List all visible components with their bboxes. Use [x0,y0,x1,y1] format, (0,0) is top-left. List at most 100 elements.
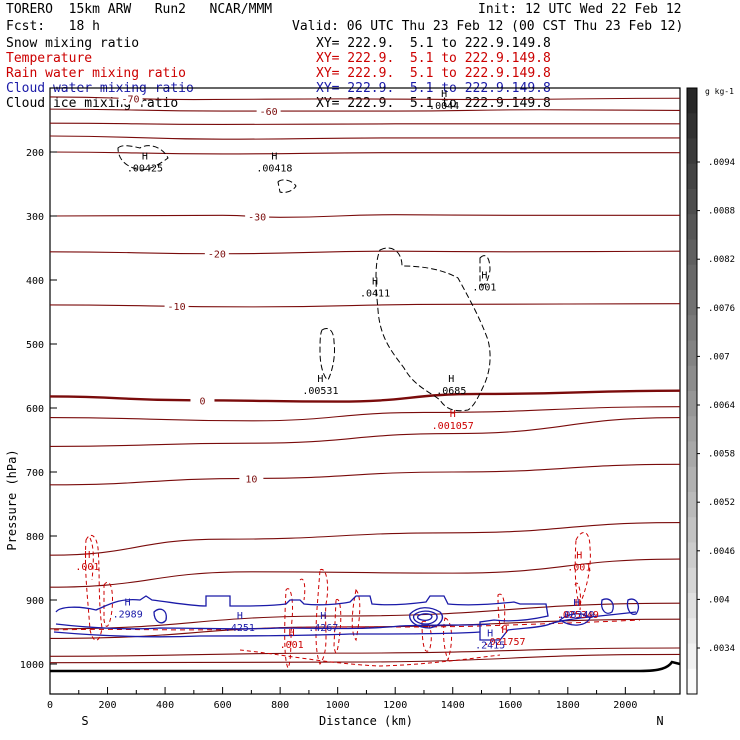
colorbar-segment [687,340,697,367]
isotherm-line [49,389,681,403]
cloud-water-contours [53,595,640,641]
colorbar-segment [687,113,697,139]
cloud-water-contour [416,613,433,622]
cloud-ice-max-value: .0411 [360,289,390,300]
colorbar-segment [687,643,697,670]
colorbar-segment [687,88,697,114]
rain-contour [284,588,293,670]
isotherm-label: -20 [208,250,226,261]
cloud-ice-max-marker: H [441,89,447,100]
isotherm-line [49,647,681,657]
y-tick-label: 700 [26,468,44,479]
colorbar-tick-label: .0058 [708,450,735,460]
colorbar-tick-label: .0046 [708,547,735,557]
isotherm-label: -30 [248,213,266,224]
colorbar-segment [687,239,697,266]
rain-contour [53,619,641,631]
colorbar-segment [687,315,697,341]
colorbar-segment [687,542,697,569]
colorbar-tick-label: .007 [708,352,730,362]
isotherm-line [49,151,680,155]
cloud-water-contour [412,610,438,625]
cloud-water-contour [558,613,591,626]
temperature-isotherms: -70 -60 -30 -20 -10 0 10 [49,92,681,664]
x-tick-label: 1200 [383,700,407,711]
cloud-ice-max-value: .0044 [429,101,459,112]
cloud-water-contour [600,598,614,614]
colorbar-segment [687,466,697,493]
y-tick-label: 300 [26,212,44,223]
cloud-water-contour [55,623,491,630]
x-tick-label: 1800 [556,700,580,711]
isotherm-line [49,417,681,447]
x-tick-label: 600 [214,700,232,711]
y-tick-label: 400 [26,276,44,287]
cloud-ice-contour [117,145,169,171]
isotherm-label-bg [239,472,264,485]
y-tick-label: 600 [26,404,44,415]
colorbar-segment [687,189,697,215]
colorbar-tick-label: .0082 [708,255,735,265]
isotherm-label-bg [118,92,143,105]
isotherm-line [49,406,681,422]
colorbar-tick-label: .0052 [708,498,735,508]
x-axis-title: Distance (km) [319,714,413,728]
y-tick-label: 800 [26,532,44,543]
isotherm-label-bg [190,394,215,407]
colorbar-segment [687,214,697,240]
rain-contour [333,598,342,653]
surface-terrain-line [50,660,681,673]
cloud-ice-contour [375,247,491,412]
direction-south: S [81,714,88,728]
isotherm-label-bg [245,210,270,223]
colorbar-segment [687,391,697,417]
maxima-labels: H.00425H.00418H.0411H.0685H.00531H.001H.… [75,89,599,652]
cloud-ice-max-value: .001 [472,282,496,293]
field-name-rain: Rain water mixing ratio [6,66,187,81]
rain-max-value: .001057 [432,421,474,432]
isotherm-label: 0 [199,396,205,407]
cloud-water-max-value: .4251 [225,623,255,634]
cloud-water-contour [53,631,481,638]
x-tick-label: 200 [99,700,117,711]
cloud-ice-contour [319,328,335,381]
cloud-ice-max-value: .00531 [302,386,338,397]
isotherm-line [49,653,681,664]
axes: 0 200 400 600 800 1000 1200 1400 1600 1800 2000200… [20,148,655,711]
colorbar-frame [686,87,698,695]
rain-contour [89,537,94,581]
init-time: Init: 12 UTC Wed 22 Feb 12 [478,2,682,17]
cloud-ice-max-marker: H [481,270,487,281]
colorbar-segment [687,441,697,468]
rain-max-marker: H [450,409,456,420]
cloud-ice-max-value: .0685 [436,386,466,397]
cloud-water-max-marker: H [125,597,131,608]
rain-contour [299,578,306,601]
model-title: TORERO 15km ARW Run2 NCAR/MMM [6,2,273,17]
colorbar-tick-label: .0094 [708,158,735,168]
colorbar-segment [687,365,697,392]
cloud-ice-max-marker: H [142,151,148,162]
colorbar-segment [687,492,697,518]
rain-max-marker: H [575,598,581,609]
rain-max-value: .001 [75,562,99,573]
isotherm-label-bg [256,105,281,118]
colorbar-tick-label: .0064 [708,401,735,411]
colorbar-segment [687,290,697,316]
isotherm-line [49,558,681,588]
cloud-ice-max-value: .00418 [256,163,292,174]
field-name-snow: Snow mixing ratio [6,36,140,51]
colorbar-segment [687,163,697,190]
y-tick-label: 900 [26,596,44,607]
valid-time: Valid: 06 UTC Thu 23 Feb 12 (00 CST Thu … [292,19,684,34]
x-tick-label: 1000 [326,700,350,711]
isotherm-line [49,108,681,112]
cloud-water-max-marker: H [320,611,326,622]
colorbar-tick-label: .0088 [708,207,735,217]
x-tick-label: 2000 [613,700,637,711]
colorbar-tick-label: .0034 [708,644,735,654]
cloud-water-max-value: .2415 [475,641,505,652]
cloud-ice-max-marker: H [317,374,323,385]
x-tick-label: 800 [271,700,289,711]
